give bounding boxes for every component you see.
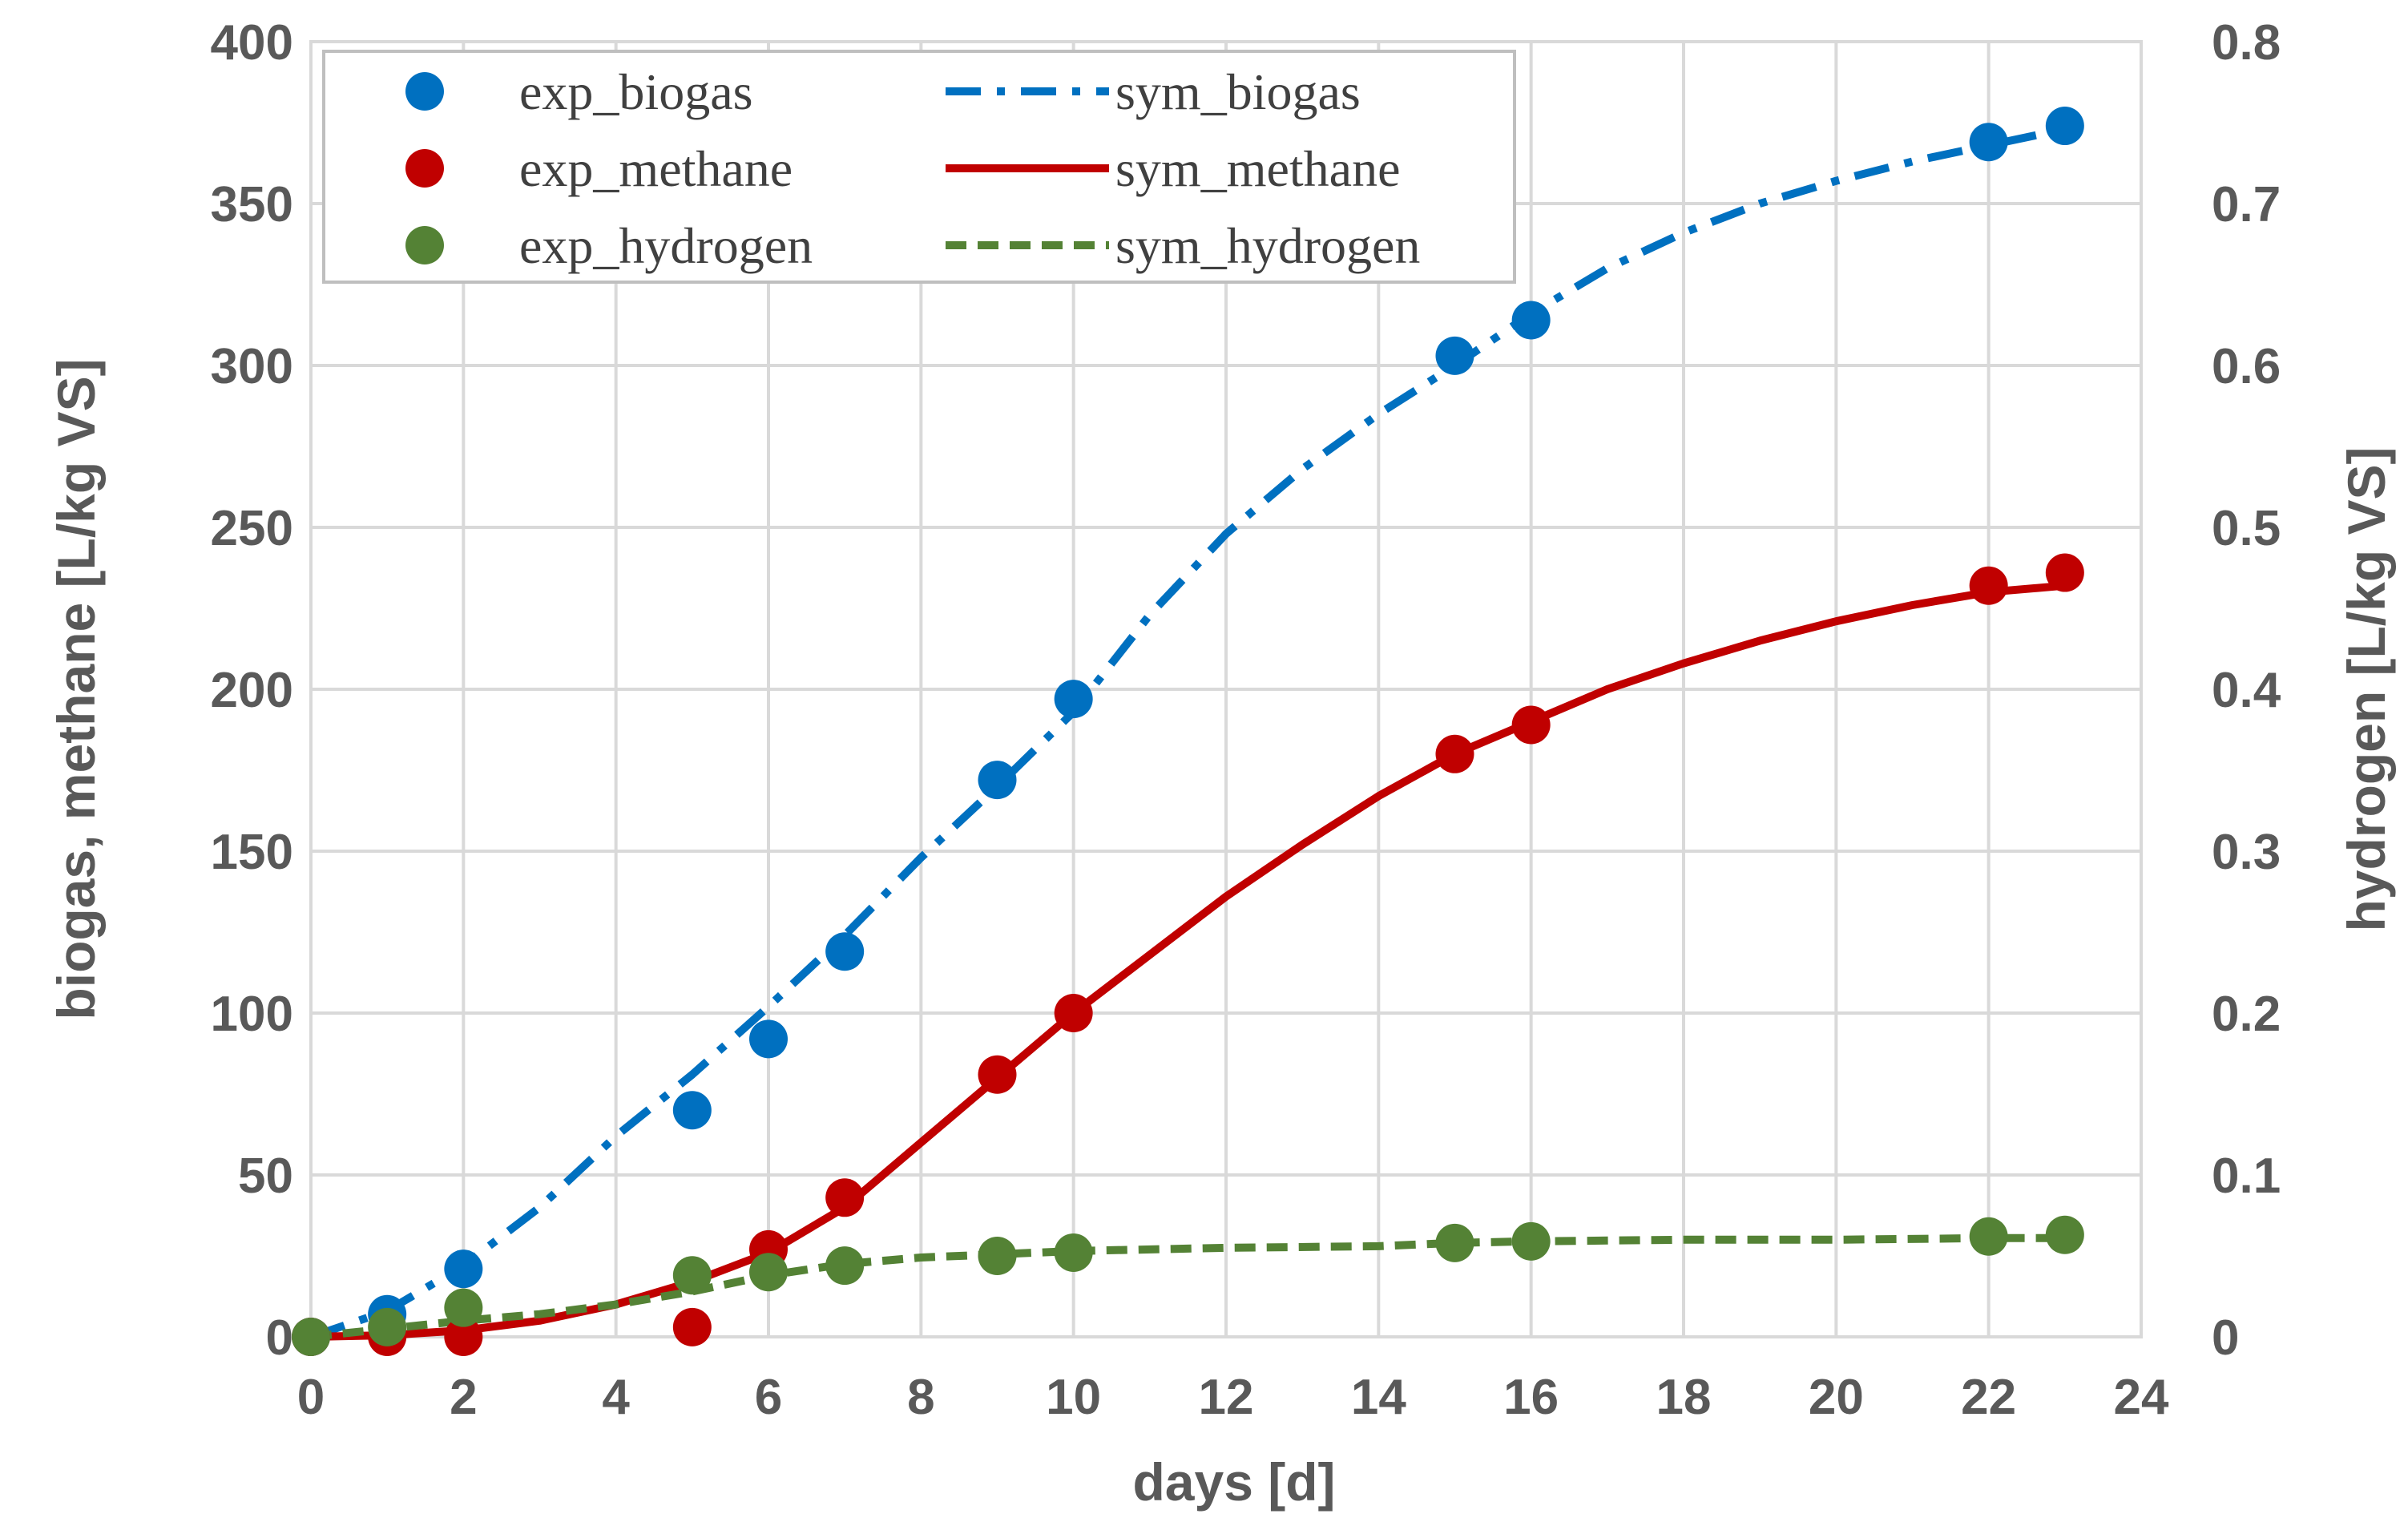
- legend-marker-exp_methane: [405, 149, 444, 188]
- point-exp_hydrogen: [1435, 1223, 1474, 1262]
- legend: exp_biogas sym_biogas exp_methane sym_metha…: [322, 50, 1516, 284]
- legend-label-exp_biogas: exp_biogas: [519, 63, 753, 120]
- y2-axis-title: hydrogen [L/kg VS]: [2337, 446, 2396, 931]
- x-tick-label: 22: [1961, 1370, 2016, 1425]
- y-tick-label: 100: [211, 987, 293, 1042]
- y-axis-title: biogas, methane [L/kg VS]: [46, 358, 106, 1019]
- x-tick-label: 18: [1656, 1370, 1712, 1425]
- legend-label-sym_hydrogen: sym_hydrogen: [1115, 217, 1420, 274]
- y2-tick-label: 0.7: [2212, 177, 2281, 232]
- point-exp_biogas: [1435, 336, 1474, 375]
- point-exp_biogas: [1511, 301, 1551, 340]
- point-exp_methane: [1511, 705, 1551, 745]
- point-exp_hydrogen: [749, 1253, 788, 1292]
- series-lines: [309, 125, 2066, 1341]
- point-exp_methane: [1969, 566, 2008, 605]
- x-tick-label: 8: [907, 1370, 934, 1425]
- y-tick-label: 400: [211, 15, 293, 71]
- point-exp_hydrogen: [1969, 1217, 2008, 1256]
- legend-marker-exp_hydrogen: [405, 226, 444, 264]
- y2-tick-label: 0.3: [2212, 825, 2281, 880]
- point-exp_hydrogen: [368, 1307, 407, 1346]
- legend-label-exp_methane: exp_methane: [519, 140, 793, 197]
- point-exp_biogas: [825, 932, 865, 971]
- series-points: [292, 107, 2084, 1356]
- point-exp_methane: [444, 1318, 483, 1356]
- x-tick-label: 6: [755, 1370, 782, 1425]
- x-tick-label: 0: [297, 1370, 325, 1425]
- x-axis-ticks: 0 2 4 6 8 10 12 14 16 18 20 22 24: [297, 1370, 2169, 1425]
- y2-tick-label: 0.1: [2212, 1149, 2281, 1204]
- y2-tick-label: 0.4: [2212, 663, 2281, 718]
- point-exp_hydrogen: [1054, 1233, 1093, 1272]
- point-exp_methane: [1435, 734, 1474, 773]
- point-exp_hydrogen: [978, 1237, 1017, 1275]
- point-exp_methane: [672, 1307, 712, 1346]
- point-exp_methane: [2045, 553, 2084, 592]
- point-exp_hydrogen: [292, 1318, 330, 1356]
- y-axis-ticks: 0 50 100 150 200 250 300 350 400: [211, 15, 293, 1366]
- y2-tick-label: 0: [2212, 1310, 2239, 1366]
- point-exp_methane: [1054, 994, 1093, 1032]
- x-tick-label: 2: [450, 1370, 477, 1425]
- line-sym_methane: [310, 581, 2066, 1341]
- y-tick-label: 200: [211, 663, 293, 718]
- point-exp_biogas: [749, 1019, 788, 1059]
- y-tick-label: 0: [266, 1310, 293, 1366]
- legend-label-sym_methane: sym_methane: [1115, 140, 1400, 197]
- y-tick-label: 300: [211, 339, 293, 394]
- point-exp_biogas: [2045, 107, 2084, 146]
- y2-tick-label: 0.6: [2212, 339, 2281, 394]
- point-exp_biogas: [978, 761, 1017, 800]
- point-exp_hydrogen: [825, 1246, 865, 1286]
- y2-tick-label: 0.2: [2212, 987, 2281, 1042]
- line-sym_hydrogen: [310, 1233, 2065, 1341]
- point-exp_hydrogen: [444, 1288, 483, 1327]
- x-axis-title: days [d]: [1132, 1452, 1335, 1512]
- legend-marker-exp_biogas: [405, 72, 444, 111]
- y-tick-label: 250: [211, 501, 293, 556]
- y-tick-label: 150: [211, 825, 293, 880]
- point-exp_hydrogen: [672, 1256, 712, 1295]
- y-tick-label: 350: [211, 177, 293, 232]
- x-tick-label: 24: [2114, 1370, 2169, 1425]
- x-tick-label: 10: [1046, 1370, 1101, 1425]
- x-tick-label: 12: [1199, 1370, 1254, 1425]
- line-sym_biogas: [309, 125, 2066, 1341]
- point-exp_methane: [978, 1055, 1017, 1094]
- plot-area-border: [309, 40, 2143, 1338]
- y2-axis-ticks: 0 0.1 0.2 0.3 0.4 0.5 0.6 0.7 0.8: [2212, 15, 2281, 1366]
- point-exp_hydrogen: [1511, 1221, 1551, 1261]
- y-tick-label: 50: [238, 1149, 293, 1204]
- point-exp_biogas: [444, 1249, 483, 1289]
- legend-label-sym_biogas: sym_biogas: [1115, 63, 1361, 120]
- point-exp_biogas: [1969, 123, 2008, 162]
- y2-tick-label: 0.8: [2212, 15, 2281, 71]
- point-exp_biogas: [1054, 680, 1093, 719]
- legend-box: [322, 50, 1516, 284]
- x-tick-label: 20: [1809, 1370, 1864, 1425]
- plot-frame: [309, 40, 2143, 1338]
- x-tick-label: 4: [602, 1370, 630, 1425]
- y2-tick-label: 0.5: [2212, 501, 2281, 556]
- point-exp_methane: [825, 1178, 865, 1217]
- x-tick-label: 16: [1503, 1370, 1559, 1425]
- point-exp_biogas: [672, 1091, 712, 1130]
- x-tick-label: 14: [1351, 1370, 1406, 1425]
- point-exp_hydrogen: [2045, 1215, 2084, 1254]
- legend-label-exp_hydrogen: exp_hydrogen: [519, 217, 813, 274]
